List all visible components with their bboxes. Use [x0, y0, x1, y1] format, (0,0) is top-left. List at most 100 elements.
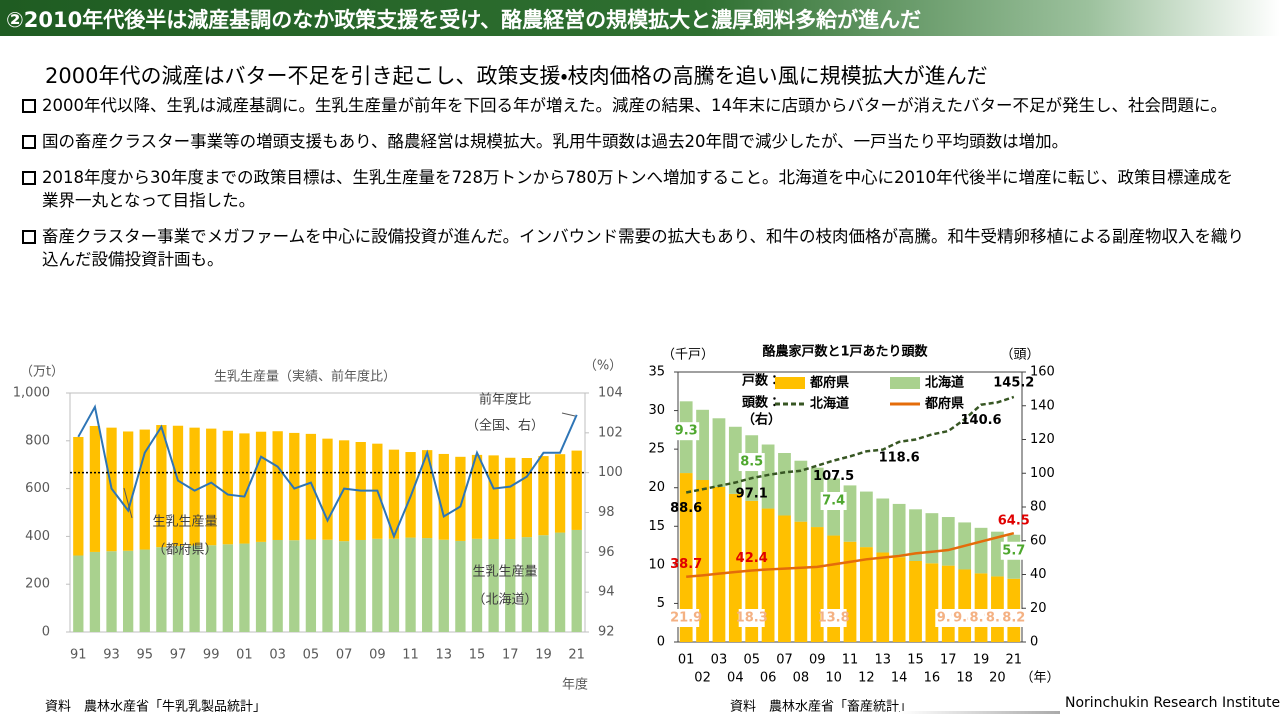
- x-tick-label: 91: [70, 648, 87, 663]
- data-label: 9.3: [675, 424, 698, 439]
- data-label: 7.4: [822, 494, 845, 509]
- tick-label: 400: [25, 529, 50, 544]
- line: [686, 531, 1015, 578]
- bar: [73, 555, 84, 632]
- tick-label: 0: [657, 635, 665, 650]
- bar: [696, 480, 709, 642]
- source: 資料 農林水産省「畜産統計」: [730, 699, 912, 715]
- bar: [73, 436, 84, 556]
- legend-swatch: [890, 377, 920, 389]
- line: [77, 404, 578, 540]
- bar: [909, 561, 922, 642]
- x-tick-label: 18: [956, 671, 973, 686]
- bar: [289, 540, 300, 632]
- tick-label: 200: [25, 577, 50, 592]
- x-tick-label: 19: [973, 653, 990, 668]
- bullet: 2000年代以降、生乳は減産基調に。生乳生産量が前年を下回る年が増えた。減産の結…: [20, 94, 1245, 117]
- tick-label: 60: [1030, 533, 1047, 548]
- bar: [139, 429, 150, 550]
- x-tick-label: 16: [924, 671, 941, 686]
- bar: [712, 486, 726, 642]
- bar: [438, 453, 449, 540]
- bar: [122, 550, 134, 632]
- label-box: [1000, 541, 1027, 560]
- bar: [206, 545, 217, 632]
- x-tick-label: 11: [842, 653, 859, 668]
- data-label: 8.2: [1002, 611, 1025, 626]
- bar: [222, 544, 233, 632]
- tick-label: 600: [25, 481, 50, 496]
- bar: [712, 418, 726, 487]
- bar: [422, 450, 433, 539]
- bar: [778, 515, 791, 642]
- bar: [239, 543, 250, 632]
- legend-text: 北海道: [925, 375, 964, 391]
- data-label: 107.5: [813, 469, 854, 484]
- bar: [521, 537, 533, 632]
- legend-text: 都府県: [809, 375, 849, 391]
- bar: [172, 545, 184, 632]
- annotation: （都府県）: [152, 543, 217, 558]
- tick-label: 160: [1030, 365, 1055, 380]
- leader-line: [123, 487, 133, 519]
- bar: [761, 444, 775, 509]
- bar: [728, 493, 742, 642]
- bar: [778, 453, 791, 516]
- data-label: 145.2: [993, 375, 1034, 390]
- x-tick-label: 05: [743, 653, 760, 668]
- chart-title: 酪農家戸数と1戸あたり頭数: [762, 344, 928, 360]
- annotation: 前年度比: [479, 392, 531, 408]
- tick-label: 10: [648, 557, 665, 572]
- annotation: （北海道）: [472, 593, 537, 608]
- bar: [255, 431, 267, 542]
- bar: [876, 552, 890, 642]
- bar: [355, 539, 366, 632]
- bar: [538, 535, 549, 632]
- bar: [172, 425, 184, 546]
- bar: [405, 537, 416, 632]
- x-tick-label: 95: [136, 648, 153, 663]
- tick-label: 140: [1030, 398, 1055, 413]
- x-tick-label: 21: [1006, 653, 1023, 668]
- bar: [289, 432, 300, 541]
- x-tick-label: 13: [874, 653, 891, 668]
- bar: [941, 565, 955, 642]
- data-label: 97.1: [736, 487, 768, 502]
- bar: [810, 527, 824, 642]
- x-tick-label: 05: [303, 648, 320, 663]
- bar: [794, 460, 808, 522]
- bar: [554, 454, 566, 533]
- x-tick-label: 06: [760, 671, 777, 686]
- bar: [455, 540, 466, 632]
- tick-label: 96: [598, 545, 615, 560]
- x-tick-label: 04: [727, 671, 744, 686]
- tick-label: 92: [598, 625, 615, 640]
- bar: [189, 427, 200, 546]
- y-unit: （千戸）: [662, 348, 714, 363]
- x-tick-label: 03: [269, 648, 286, 663]
- bar: [571, 529, 582, 632]
- tick-label: 0: [1030, 635, 1038, 650]
- x-tick-label: 19: [535, 648, 552, 663]
- data-label: 38.7: [670, 557, 702, 572]
- bar: [488, 455, 499, 540]
- data-label: 64.5: [998, 514, 1030, 529]
- label-box: [738, 453, 765, 472]
- bar: [991, 531, 1004, 577]
- bar: [455, 456, 466, 541]
- x-tick-label: 02: [694, 671, 711, 686]
- chart-title: 生乳生産量（実績、前年度比）: [214, 369, 396, 385]
- tick-label: 120: [1030, 432, 1055, 447]
- x-tick-label: 93: [103, 648, 120, 663]
- annotation: 生乳生産量: [472, 565, 537, 580]
- bar: [322, 438, 333, 540]
- bar: [122, 431, 134, 551]
- x-tick-label: 12: [858, 671, 875, 686]
- bar: [338, 541, 350, 632]
- subtitle: 2000年代の減産はバター不足を引き起こし、政策支援・枝肉価格の高騰を追い風に規…: [45, 64, 988, 88]
- label-box: [820, 492, 847, 510]
- tick-label: 80: [1030, 500, 1047, 515]
- x-tick-label: 99: [203, 648, 220, 663]
- data-label: 18.3: [736, 611, 768, 626]
- bar: [810, 467, 824, 528]
